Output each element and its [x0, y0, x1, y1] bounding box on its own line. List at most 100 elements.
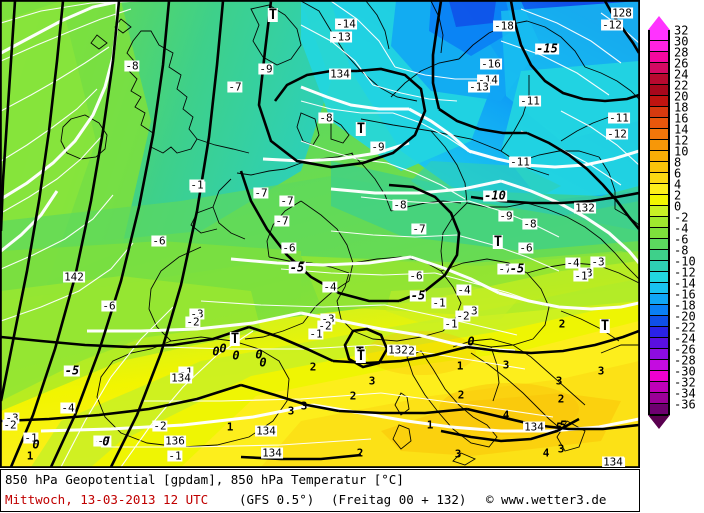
legend-tick: 4 [674, 177, 682, 192]
temperature-label: -1 [178, 366, 194, 378]
temperature-label: -4 [456, 283, 472, 297]
low-pressure-marker: T [267, 7, 279, 23]
temperature-label: -13 [468, 80, 490, 94]
geopotential-label: 134 [523, 420, 545, 434]
temperature-label: -6 [281, 241, 297, 255]
legend-swatch [648, 118, 670, 130]
temperature-label: -7 [253, 186, 269, 200]
geopotential-label: 132 [574, 201, 596, 215]
legend-tick: 20 [674, 89, 689, 104]
legend-swatch [648, 206, 670, 218]
footer-date: Mittwoch, 13-03-2013 12 UTC [5, 492, 209, 507]
temperature-label: -8 [392, 198, 408, 212]
temperature-label: -3 [463, 304, 479, 318]
footer-run: (Freitag 00 + 132) [331, 492, 467, 507]
temperature-label: -4 [565, 256, 581, 270]
legend-tick: 6 [674, 166, 682, 181]
temperature-label: -2 [317, 319, 333, 333]
legend-tick: -34 [674, 386, 696, 401]
geopotential-label: 134 [170, 371, 192, 385]
legend-swatch [648, 239, 670, 251]
temperature-label: -7 [274, 214, 290, 228]
temperature-label: -6 [408, 269, 424, 283]
legend-tick: -14 [674, 276, 696, 291]
footer-bar: 850 hPa Geopotential [gpdam], 850 hPa Te… [0, 469, 640, 512]
temperature-label: 2 [349, 389, 357, 403]
temperature-label: 0 [212, 344, 220, 359]
legend-tick: -30 [674, 364, 696, 379]
temperature-label: 3 [557, 442, 565, 456]
legend-top-arrow [648, 16, 670, 30]
temperature-label: 3 [597, 364, 605, 378]
temperature-label: -6 [151, 234, 167, 248]
temperature-label: -4 [322, 280, 338, 294]
temperature-label: 0 [32, 437, 40, 452]
legend-swatch [648, 41, 670, 53]
major-isotherms [1, 1, 639, 433]
legend-swatch [648, 393, 670, 405]
temperature-shading [1, 1, 639, 467]
legend-swatch [648, 107, 670, 119]
temperature-label: 3 [300, 399, 308, 413]
legend-swatch [648, 261, 670, 273]
temperature-label: -7 [497, 262, 513, 276]
temperature-label: 1 [26, 449, 34, 463]
temperature-label: -8 [522, 217, 538, 231]
temperature-label: -6 [518, 241, 534, 255]
temperature-label: -1 [443, 317, 459, 331]
legend-tick: -24 [674, 331, 696, 346]
legend-bottom-arrow [648, 415, 670, 429]
legend-swatch [648, 96, 670, 108]
temperature-label: 2 [558, 317, 566, 331]
low-pressure-marker: T [355, 348, 367, 364]
temperature-label: -7 [227, 80, 243, 94]
legend-tick: 12 [674, 133, 689, 148]
temperature-label: -10 [483, 188, 507, 203]
legend-tick: 32 [674, 23, 689, 38]
legend-tick: -12 [674, 265, 696, 280]
temperature-label: -3 [320, 312, 336, 326]
legend-tick: 18 [674, 100, 689, 115]
legend-swatch [648, 371, 670, 383]
legend-tick: -32 [674, 375, 696, 390]
legend-tick: 30 [674, 34, 689, 49]
legend-swatch [648, 228, 670, 240]
legend-tick: 26 [674, 56, 689, 71]
temperature-label: -12 [606, 127, 628, 141]
legend-tick: -2 [674, 210, 689, 225]
legend-color-bar [648, 30, 670, 416]
temperature-label: 0 [259, 355, 267, 370]
temperature-label: 3 [555, 374, 563, 388]
color-legend: 32 30 28 26 24 22 20 18 16 14 12 10 8 6 4 2 0 -2 -4 -6 -8 -10… [648, 16, 696, 429]
temperature-label: 4 [502, 408, 510, 422]
legend-swatch [648, 184, 670, 196]
temperature-label: 2 [557, 392, 565, 406]
temperature-label: -12 [601, 18, 623, 32]
geopotential-label: 134 [602, 455, 624, 468]
legend-tick: -36 [674, 397, 696, 412]
legend-swatch [648, 217, 670, 229]
legend-swatch [648, 360, 670, 372]
legend-swatch [648, 404, 670, 416]
temperature-label: -1 [573, 269, 589, 283]
temperature-label: -11 [608, 111, 630, 125]
temperature-label: -9 [498, 209, 514, 223]
legend-swatch [648, 382, 670, 394]
map-canvas[interactable]: -8 -9 -7 -14 -13 -18 -12 -15 -16 -14 -13 -11 -11 -8 -9… [0, 0, 640, 468]
temperature-label: 2 [356, 446, 364, 460]
geopotential-label: 142 [63, 270, 85, 284]
geopotential-label: 132 [387, 343, 409, 357]
temperature-label: -6 [101, 299, 117, 313]
temperature-label: 0 [219, 341, 227, 356]
legend-tick: 14 [674, 122, 689, 137]
legend-swatch [648, 151, 670, 163]
legend-swatch [648, 316, 670, 328]
legend-tick: 10 [674, 144, 689, 159]
footer-model: (GFS 0.5°) [239, 492, 315, 507]
temperature-label: -8 [124, 59, 140, 73]
temperature-label: -2 [455, 309, 471, 323]
geopotential-label: 134 [261, 446, 283, 460]
legend-swatch [648, 195, 670, 207]
legend-swatch [648, 63, 670, 75]
